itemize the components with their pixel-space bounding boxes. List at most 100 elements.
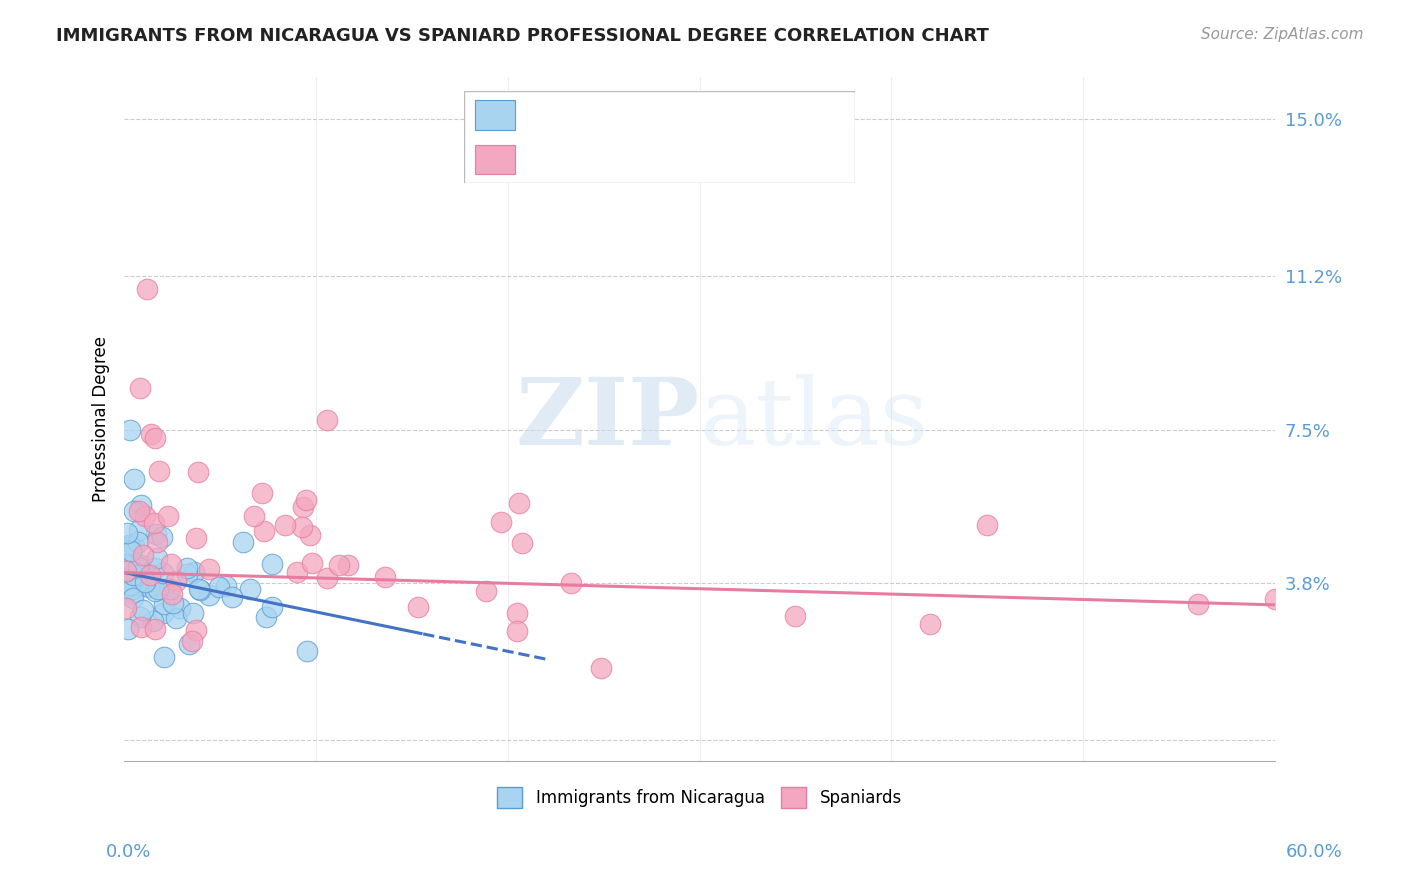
Point <box>115 558 138 572</box>
Point <box>120 539 142 553</box>
Point <box>316 571 339 585</box>
Point <box>132 603 155 617</box>
Point <box>128 523 150 537</box>
Point <box>153 649 176 664</box>
Point <box>1264 592 1286 607</box>
Point <box>152 582 174 597</box>
Point <box>187 582 209 596</box>
Point <box>239 582 262 596</box>
Point <box>132 578 155 592</box>
Point <box>157 509 180 524</box>
Point <box>243 508 266 523</box>
Point <box>295 644 318 658</box>
Y-axis label: Professional Degree: Professional Degree <box>93 336 110 502</box>
Point <box>148 464 170 478</box>
Text: atlas: atlas <box>700 375 929 464</box>
Text: 0.0%: 0.0% <box>105 843 150 861</box>
Point <box>146 550 169 565</box>
Text: Source: ZipAtlas.com: Source: ZipAtlas.com <box>1201 27 1364 42</box>
Point <box>143 622 166 636</box>
Point <box>118 578 141 592</box>
Point <box>117 525 139 540</box>
Point <box>139 568 162 582</box>
Point <box>120 544 142 558</box>
Point <box>120 558 142 572</box>
Point <box>136 282 159 296</box>
Point <box>115 564 138 578</box>
Point <box>118 423 141 437</box>
Point <box>301 556 323 570</box>
Point <box>128 381 150 395</box>
Point <box>117 622 139 636</box>
Point <box>169 601 191 615</box>
Point <box>176 566 198 581</box>
Text: IMMIGRANTS FROM NICARAGUA VS SPANIARD PROFESSIONAL DEGREE CORRELATION CHART: IMMIGRANTS FROM NICARAGUA VS SPANIARD PR… <box>56 27 988 45</box>
Point <box>274 517 297 532</box>
Point <box>121 582 143 596</box>
Point <box>152 566 174 580</box>
Point <box>1187 597 1209 611</box>
Point <box>295 493 318 508</box>
Point <box>115 540 138 554</box>
Point <box>208 580 231 594</box>
Point <box>134 575 156 590</box>
Point <box>143 516 166 530</box>
Point <box>512 535 534 549</box>
Point <box>139 426 162 441</box>
Point <box>115 600 138 615</box>
Point <box>165 574 187 589</box>
Point <box>142 614 165 628</box>
Point <box>489 515 512 529</box>
Point <box>290 520 312 534</box>
Point <box>183 565 205 579</box>
Point <box>285 565 308 579</box>
Point <box>159 582 181 596</box>
Point <box>160 587 183 601</box>
Point <box>181 634 204 648</box>
Point <box>120 543 142 558</box>
Point <box>188 583 211 598</box>
Point <box>214 579 236 593</box>
Point <box>187 466 209 480</box>
Point <box>918 617 941 632</box>
Point <box>146 582 169 597</box>
Text: ZIP: ZIP <box>516 375 700 464</box>
Point <box>121 591 143 605</box>
Point <box>122 574 145 588</box>
Point <box>121 586 143 600</box>
Point <box>146 535 169 549</box>
Point <box>179 636 201 650</box>
Point <box>506 624 529 638</box>
Point <box>336 558 359 573</box>
Point <box>122 504 145 518</box>
Point <box>589 660 612 674</box>
Point <box>299 528 322 542</box>
Point <box>124 539 146 553</box>
Point <box>186 624 208 638</box>
Point <box>976 517 998 532</box>
Point <box>139 568 162 582</box>
Point <box>128 504 150 518</box>
Point <box>152 606 174 620</box>
Point <box>508 496 530 510</box>
Point <box>475 583 498 598</box>
Point <box>221 590 243 604</box>
Point <box>129 620 152 634</box>
Point <box>160 557 183 571</box>
Point <box>406 600 429 615</box>
Point <box>143 561 166 575</box>
Point <box>374 570 396 584</box>
Point <box>138 580 160 594</box>
Point <box>184 531 207 545</box>
Point <box>560 575 582 590</box>
Point <box>181 606 204 620</box>
Point <box>117 538 139 552</box>
Point <box>122 568 145 582</box>
Point <box>129 610 152 624</box>
Point <box>136 572 159 586</box>
Point <box>127 559 149 574</box>
Point <box>785 609 807 624</box>
Point <box>260 557 283 571</box>
Point <box>128 558 150 573</box>
Point <box>316 412 339 426</box>
